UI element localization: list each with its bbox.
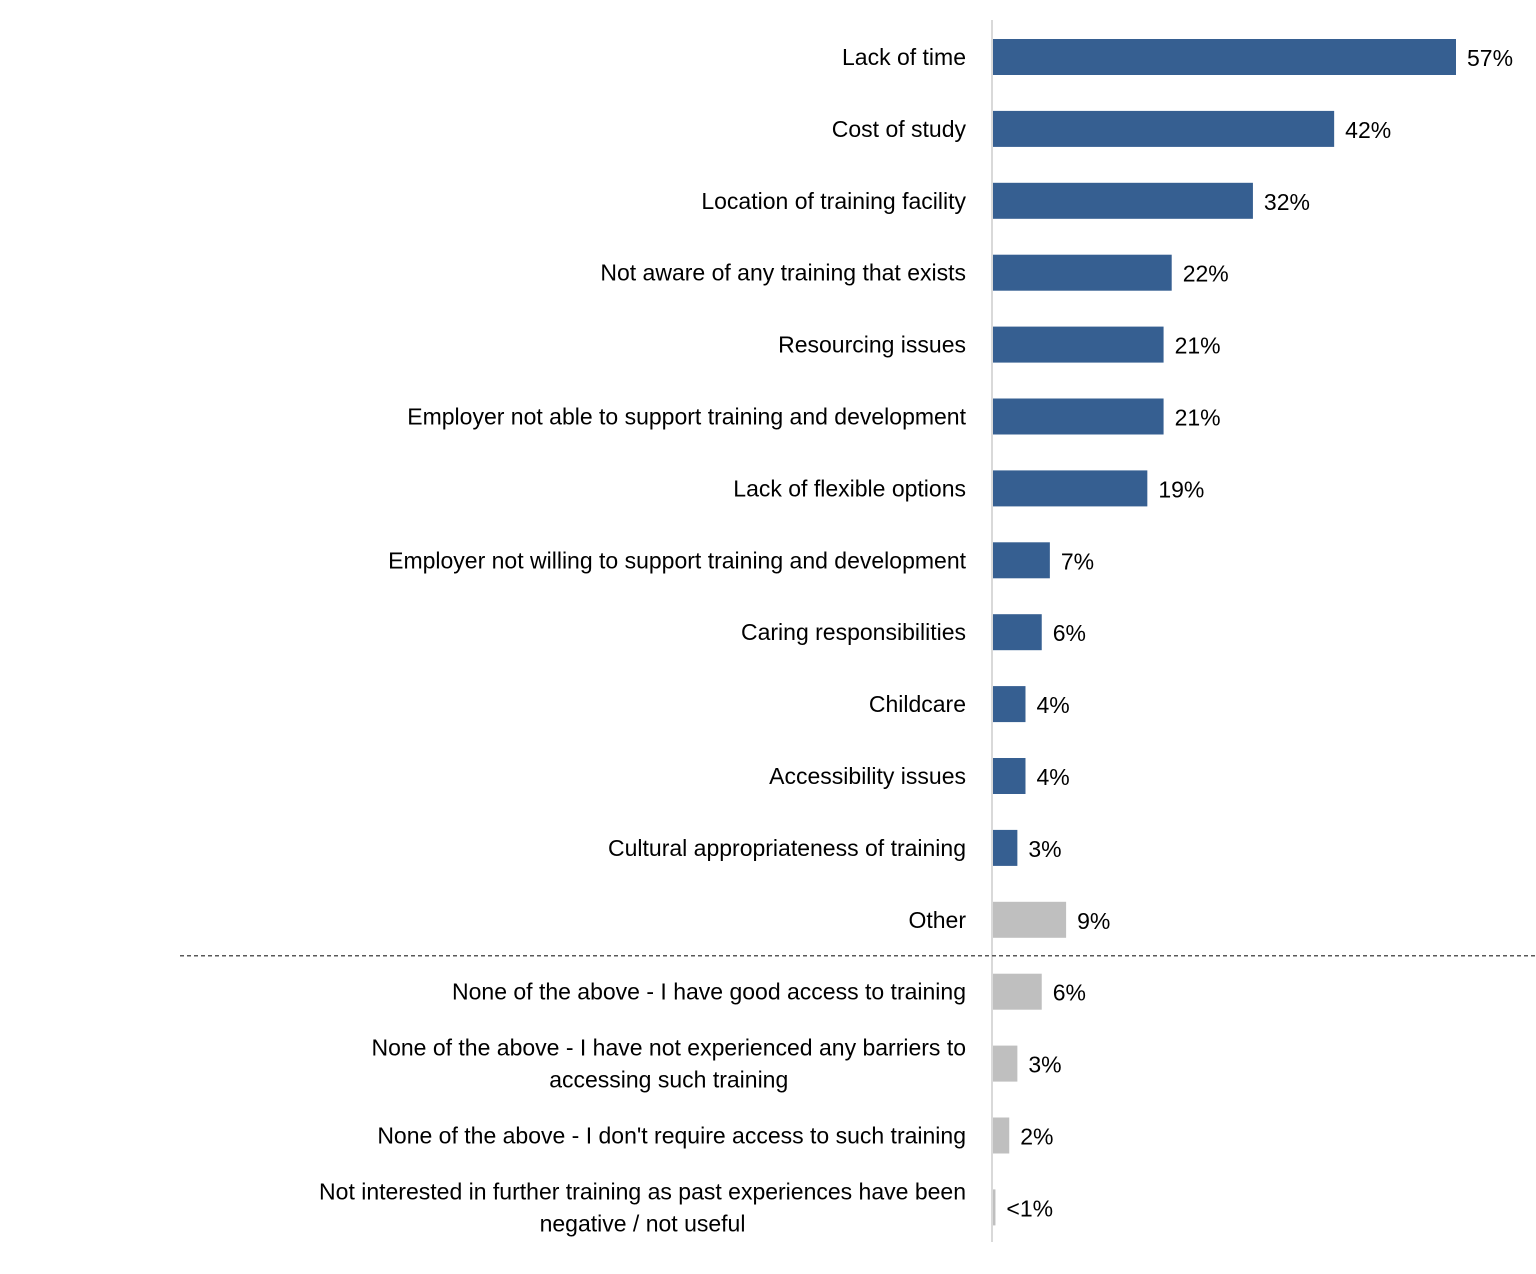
- category-label: Location of training facility: [701, 188, 966, 214]
- category-label: Lack of time: [842, 44, 966, 70]
- bar: [993, 470, 1148, 507]
- bar: [993, 1117, 1010, 1154]
- value-label: 4%: [1036, 692, 1069, 718]
- category-label-line: Caring responsibilities: [741, 619, 966, 645]
- bar: [993, 1045, 1018, 1082]
- category-label: None of the above - I don't require acce…: [377, 1123, 966, 1149]
- value-label: 21%: [1175, 333, 1221, 359]
- category-label: Caring responsibilities: [741, 619, 966, 645]
- value-label: 42%: [1345, 117, 1391, 143]
- category-label: None of the above - I have not experienc…: [371, 1035, 966, 1093]
- category-label-line: Cost of study: [832, 116, 967, 142]
- value-label: 3%: [1028, 836, 1061, 862]
- category-label-line: Resourcing issues: [778, 332, 966, 358]
- value-label: <1%: [1006, 1195, 1053, 1221]
- bar: [993, 110, 1335, 147]
- bar: [993, 254, 1172, 291]
- category-label-line: None of the above - I don't require acce…: [377, 1123, 966, 1149]
- category-label-line: Employer not willing to support training…: [388, 547, 966, 573]
- category-label: Resourcing issues: [778, 332, 966, 358]
- category-label-line: Accessibility issues: [769, 763, 966, 789]
- category-label-line: Lack of flexible options: [733, 475, 966, 501]
- bar: [993, 973, 1042, 1010]
- value-label: 6%: [1053, 620, 1086, 646]
- category-label-line: Childcare: [869, 691, 966, 717]
- category-label: Cultural appropriateness of training: [608, 835, 966, 861]
- value-label: 4%: [1036, 764, 1069, 790]
- value-label: 32%: [1264, 189, 1310, 215]
- value-label: 2%: [1020, 1124, 1053, 1150]
- category-label-line: None of the above - I have not experienc…: [371, 1035, 966, 1061]
- value-label: 7%: [1061, 548, 1094, 574]
- bar: [993, 686, 1026, 723]
- value-label: 19%: [1158, 476, 1204, 502]
- category-label: Lack of flexible options: [733, 475, 966, 501]
- bar: [993, 398, 1164, 435]
- category-label-line: accessing such training: [549, 1067, 788, 1093]
- value-label: 9%: [1077, 908, 1110, 934]
- category-label: Cost of study: [832, 116, 967, 142]
- bar: [993, 182, 1253, 219]
- category-label-line: Lack of time: [842, 44, 966, 70]
- bar: [993, 1189, 996, 1226]
- category-label-line: None of the above - I have good access t…: [452, 979, 966, 1005]
- value-label: 3%: [1028, 1052, 1061, 1078]
- bar: [993, 326, 1164, 363]
- bar: [993, 542, 1050, 579]
- category-label: Childcare: [869, 691, 966, 717]
- category-label: Employer not willing to support training…: [388, 547, 966, 573]
- category-label-line: Cultural appropriateness of training: [608, 835, 966, 861]
- bar: [993, 39, 1456, 75]
- bar: [993, 901, 1067, 938]
- bar: [993, 758, 1026, 794]
- value-label: 6%: [1053, 980, 1086, 1006]
- bar: [993, 614, 1042, 651]
- category-label: Accessibility issues: [769, 763, 966, 789]
- category-label: Other: [908, 907, 966, 933]
- category-label: Not interested in further training as pa…: [319, 1178, 966, 1236]
- bar: [993, 829, 1018, 866]
- category-label: Employer not able to support training an…: [407, 404, 966, 430]
- category-label: None of the above - I have good access t…: [452, 979, 966, 1005]
- category-label-line: Not interested in further training as pa…: [319, 1178, 966, 1204]
- category-label-line: Other: [908, 907, 966, 933]
- category-label-line: negative / not useful: [540, 1210, 746, 1236]
- category-label-line: Employer not able to support training an…: [407, 404, 966, 430]
- category-label-line: Not aware of any training that exists: [600, 260, 966, 286]
- value-label: 57%: [1467, 45, 1513, 71]
- value-label: 21%: [1175, 405, 1221, 431]
- category-label: Not aware of any training that exists: [600, 260, 966, 286]
- value-label: 22%: [1183, 261, 1229, 287]
- category-label-line: Location of training facility: [701, 188, 966, 214]
